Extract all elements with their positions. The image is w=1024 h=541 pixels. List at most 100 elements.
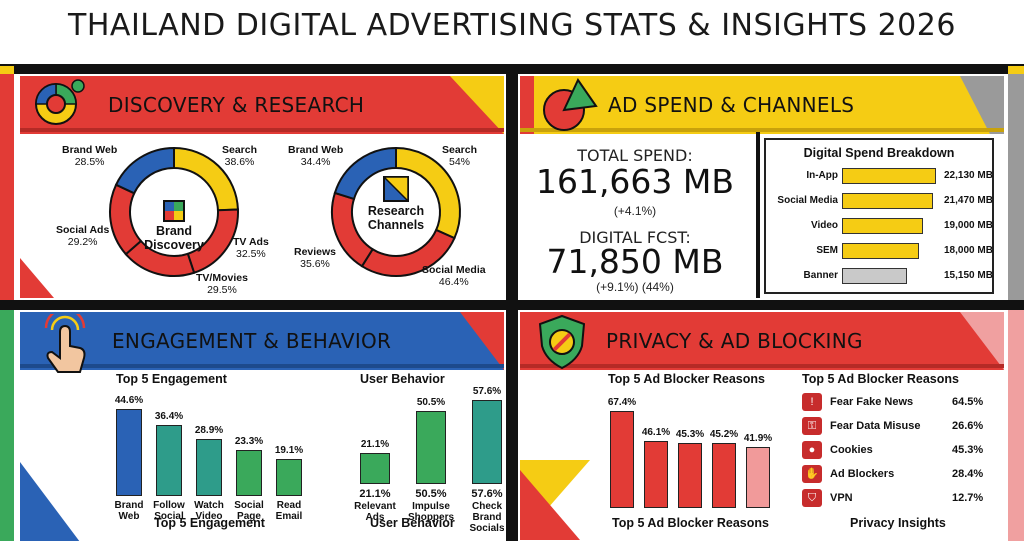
behavior-value-label: 57.6% — [472, 386, 502, 398]
blocker-chart: 67.4% 46.1% 45.3% 45.2% 41.9% — [600, 384, 772, 514]
research-icon — [383, 176, 409, 202]
blocker-chart-title: Top 5 Ad Blocker Reasons — [608, 372, 765, 386]
privacy-insight-value: 28.4% — [952, 468, 984, 480]
user-behavior-chart: 21.1% 21.1% Relevant Ads 50.5% 50.5% Impulse … — [326, 384, 504, 534]
research-label-social-media: Social Media 46.4% — [422, 264, 486, 288]
brand-label-social-ads: Social Ads 29.2% — [56, 224, 110, 248]
brand-label-tv-ads: TV Ads 32.5% — [233, 236, 269, 260]
shield-block-icon — [538, 314, 586, 370]
research-label-reviews: Reviews 35.6% — [294, 246, 337, 270]
engagement-category-label: Social Page — [234, 500, 264, 522]
blocker-bar — [610, 410, 634, 508]
blocker-value-label: 45.3% — [675, 428, 705, 440]
blocker-bar — [746, 447, 770, 508]
behavior-category-label: Relevant Ads — [354, 501, 396, 523]
cookie-icon: ● — [802, 441, 822, 459]
privacy-insight-value: 64.5% — [952, 396, 984, 408]
warning-icon: ! — [802, 393, 822, 411]
privacy-insight-ad-blockers: ✋ Ad Blockers 28.4% — [802, 464, 1004, 486]
research-label-brand-web: Brand Web 34.4% — [288, 144, 344, 168]
donut-slice-brand-web — [114, 146, 175, 195]
privacy-insights-list: ! Fear Fake News 64.5% ⚿ Fear Data Misuse 26.… — [802, 392, 1002, 512]
lock-icon: ⚿ — [802, 417, 822, 435]
engagement-value-label: 28.9% — [194, 425, 224, 437]
research-channels-center: Research Channels — [356, 176, 436, 232]
spend-bar — [842, 168, 937, 184]
engagement-chart-footer: Top 5 Engagement — [154, 516, 265, 530]
spend-category-label: Video — [810, 220, 838, 231]
privacy-insight-value: 12.7% — [952, 492, 984, 504]
discovery-panel: DISCOVERY & RESEARCH Brand Discovery Bra… — [20, 76, 504, 298]
blocker-chart-footer: Top 5 Ad Blocker Reasons — [612, 516, 769, 530]
spend-value-label: 21,470 MB — [944, 195, 993, 206]
privacy-band — [520, 312, 1004, 370]
spend-category-label: Social Media — [777, 195, 838, 206]
behavior-value-label: 21.1% — [360, 439, 390, 451]
right-edge-pink — [1008, 310, 1024, 541]
spend-value-label: 18,000 MB — [944, 245, 993, 256]
digital-fcst-label: DIGITAL FCST: — [579, 228, 691, 247]
engagement-title: ENGAGEMENT & BEHAVIOR — [112, 329, 392, 353]
digital-fcst-change: (+9.1%) (44%) — [596, 280, 674, 294]
privacy-insight-fear-data-misuse: ⚿ Fear Data Misuse 26.6% — [802, 416, 1004, 438]
left-edge-yellow — [0, 66, 14, 74]
brand-label-search: Search 38.6% — [222, 144, 258, 168]
engagement-bar — [236, 450, 262, 496]
brand-discovery-center: Brand Discovery — [134, 200, 214, 252]
privacy-insight-label: Fear Fake News — [830, 396, 914, 408]
blocker-bar — [678, 442, 702, 508]
adspend-title: AD SPEND & CHANNELS — [608, 93, 855, 117]
blocker-value-label: 46.1% — [641, 427, 671, 439]
adspend-divider — [756, 132, 760, 298]
blocker-value-label: 45.2% — [709, 428, 739, 440]
spend-breakdown-box: Digital Spend Breakdown In-App 22,130 MB S… — [764, 138, 994, 294]
block-hand-icon: ✋ — [802, 465, 822, 483]
privacy-insight-label: Fear Data Misuse — [830, 420, 921, 432]
privacy-insight-value: 26.6% — [952, 420, 984, 432]
privacy-insight-vpn: ⛉ VPN 12.7% — [802, 488, 1004, 510]
engagement-chart: 44.6% Brand Web 36.4% Follow Social 28.9% Wat… — [106, 384, 316, 534]
engagement-category-label: Read Email — [275, 500, 303, 522]
brand-label-brand-web: Brand Web 28.5% — [62, 144, 118, 168]
spend-value-label: 19,000 MB — [944, 220, 993, 231]
engagement-bar — [196, 439, 222, 496]
brand-discovery-center-icon — [163, 200, 185, 222]
brand-discovery-donut — [109, 146, 239, 277]
discovery-band — [20, 76, 504, 134]
behavior-value-label-bottom: 50.5% — [415, 488, 447, 500]
spend-row-social-media: Social Media 21,470 MB — [766, 191, 993, 211]
privacy-insight-label: Cookies — [830, 444, 873, 456]
total-spend-change: (+4.1%) — [613, 204, 657, 218]
digital-fcst-value: 71,850 MB — [546, 242, 724, 281]
spend-value-label: 15,150 MB — [944, 270, 993, 281]
spend-row-banner: Banner 15,150 MB — [766, 266, 993, 286]
engagement-category-label: Follow Social — [153, 500, 185, 522]
spend-row-sem: SEM 18,000 MB — [766, 241, 993, 261]
behavior-category-label: Impulse Shoppers — [407, 501, 455, 523]
engagement-bar — [276, 458, 302, 496]
left-edge-green — [0, 310, 14, 541]
user-behavior-title: User Behavior — [360, 372, 445, 386]
research-channels-label: Research Channels — [367, 204, 425, 232]
engagement-value-label: 23.3% — [234, 436, 264, 448]
shield-icon: ⛉ — [802, 489, 822, 507]
engagement-value-label: 44.6% — [114, 394, 144, 406]
spend-bar — [842, 268, 907, 284]
privacy-title: PRIVACY & AD BLOCKING — [606, 329, 863, 353]
research-channels-donut — [331, 146, 461, 277]
right-edge-gray — [1008, 74, 1024, 300]
brand-label-tv-movies: TV/Movies 29.5% — [196, 272, 248, 296]
spend-category-label: Banner — [803, 270, 838, 281]
engagement-band — [20, 312, 504, 370]
behavior-bar — [360, 453, 390, 484]
pie-icon — [543, 77, 598, 131]
engagement-bar — [116, 408, 142, 496]
donut-slice-brand-web — [333, 146, 397, 201]
privacy-insight-fear-fake-news: ! Fear Fake News 64.5% — [802, 392, 1004, 414]
research-label-search: Search 54% — [442, 144, 478, 168]
spend-bar — [842, 193, 934, 209]
privacy-panel: PRIVACY & AD BLOCKING Top 5 Ad Blocker R… — [520, 312, 1004, 541]
discovery-corner-triangle — [20, 258, 54, 298]
adspend-panel: AD SPEND & CHANNELS TOTAL SPEND: 161,663… — [520, 76, 1004, 298]
tap-hand-icon — [44, 314, 86, 373]
